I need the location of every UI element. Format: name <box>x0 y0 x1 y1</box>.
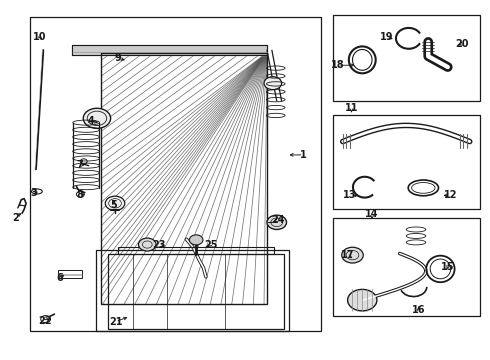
Bar <box>101 53 267 304</box>
Text: 4: 4 <box>88 116 95 126</box>
Circle shape <box>41 316 50 323</box>
Text: 5: 5 <box>111 200 118 210</box>
Bar <box>333 218 480 316</box>
Text: 9: 9 <box>115 53 122 63</box>
Text: 21: 21 <box>109 317 122 327</box>
Circle shape <box>189 235 203 245</box>
Text: 22: 22 <box>38 316 51 325</box>
Text: 14: 14 <box>365 209 379 219</box>
Text: 16: 16 <box>412 305 425 315</box>
Circle shape <box>105 196 125 211</box>
Text: 24: 24 <box>271 215 285 225</box>
Circle shape <box>83 108 111 129</box>
Circle shape <box>264 77 282 90</box>
Text: 25: 25 <box>204 239 218 249</box>
Text: 17: 17 <box>341 250 354 260</box>
Circle shape <box>347 289 377 311</box>
Text: 7: 7 <box>76 160 83 170</box>
Bar <box>30 17 321 330</box>
Bar <box>96 250 289 330</box>
Circle shape <box>267 215 287 229</box>
Text: 1: 1 <box>300 150 307 160</box>
Text: 23: 23 <box>153 239 166 249</box>
Bar <box>333 116 480 209</box>
Text: 8: 8 <box>76 190 83 200</box>
Circle shape <box>139 238 156 251</box>
Text: 12: 12 <box>443 190 457 201</box>
Text: 3: 3 <box>30 188 37 198</box>
Bar <box>108 253 284 329</box>
Bar <box>58 270 82 278</box>
Text: 19: 19 <box>380 32 393 41</box>
Text: 13: 13 <box>343 190 357 201</box>
Text: 20: 20 <box>456 39 469 49</box>
Text: 18: 18 <box>331 60 344 70</box>
Text: 6: 6 <box>56 273 63 283</box>
Text: 10: 10 <box>33 32 47 41</box>
Circle shape <box>342 247 363 263</box>
Bar <box>118 247 274 253</box>
Text: 15: 15 <box>441 262 455 272</box>
Bar <box>73 123 99 188</box>
Text: 2: 2 <box>12 213 19 222</box>
Bar <box>333 15 480 101</box>
Text: 11: 11 <box>345 103 358 113</box>
